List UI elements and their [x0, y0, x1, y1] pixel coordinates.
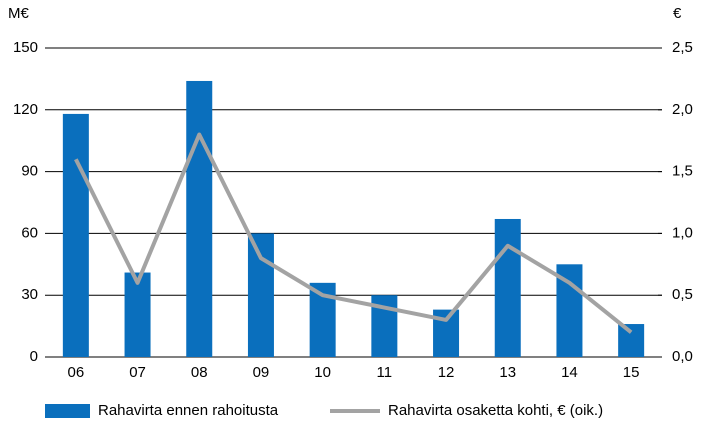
bar	[494, 218, 521, 357]
x-tick-label: 15	[623, 364, 640, 381]
y-tick-label: 60	[21, 224, 38, 241]
bar	[62, 113, 89, 357]
line	[74, 132, 633, 334]
legend-label: Rahavirta ennen rahoitusta	[98, 402, 279, 419]
y2-axis-label: €	[673, 5, 682, 22]
y2-tick-label: 1,5	[672, 163, 693, 180]
y-tick-label: 30	[21, 286, 38, 303]
y-tick-label: 90	[21, 163, 38, 180]
y2-tick-label: 0,0	[672, 348, 693, 365]
x-tick-label: 09	[253, 364, 270, 381]
x-tick-label: 11	[377, 364, 393, 381]
y2-tick-label: 0,5	[672, 286, 693, 303]
x-tick-label: 06	[68, 364, 85, 381]
bar	[247, 233, 274, 357]
y-axis-label: M€	[8, 5, 29, 22]
x-tick-label: 07	[129, 364, 146, 381]
y2-tick-label: 2,5	[672, 39, 693, 56]
x-tick-label: 12	[438, 364, 455, 381]
y2-tick-label: 2,0	[672, 101, 693, 118]
bar	[124, 272, 151, 357]
y-tick-label: 0	[30, 348, 38, 365]
legend-label: Rahavirta osaketta kohti, € (oik.)	[388, 402, 603, 419]
x-tick-label: 14	[561, 364, 578, 381]
x-tick-label: 13	[499, 364, 516, 381]
y2-tick-label: 1,0	[672, 224, 693, 241]
legend-swatch	[45, 404, 90, 418]
x-tick-label: 08	[191, 364, 208, 381]
bar	[618, 324, 645, 357]
y-tick-label: 120	[13, 101, 38, 118]
bar	[186, 80, 213, 358]
x-tick-label: 10	[314, 364, 331, 381]
y-tick-label: 150	[13, 39, 38, 56]
